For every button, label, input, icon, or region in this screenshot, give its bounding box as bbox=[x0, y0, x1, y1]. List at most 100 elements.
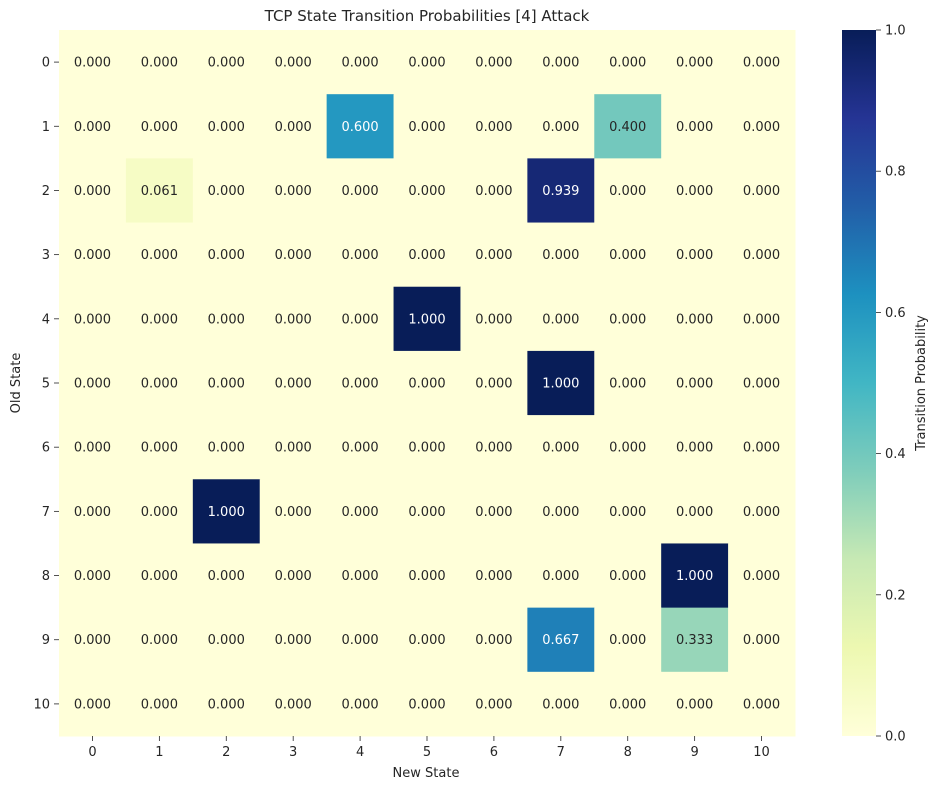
heatmap-cell bbox=[326, 671, 395, 737]
heatmap-cell bbox=[192, 222, 261, 288]
heatmap-cell bbox=[728, 30, 796, 95]
cell-value-label: 1.000 bbox=[408, 312, 445, 327]
heatmap-cell bbox=[393, 543, 461, 609]
cell-value-label: 0.000 bbox=[542, 569, 579, 584]
y-tick-label: 6 bbox=[42, 441, 50, 456]
heatmap-cell bbox=[192, 94, 261, 159]
heatmap-cell bbox=[125, 415, 194, 480]
x-axis-ticks: 0 1 2 3 4 5 6 7 8 9 10 bbox=[88, 736, 770, 760]
cell-value-label: 0.000 bbox=[208, 248, 245, 263]
cell-value-label: 0.000 bbox=[141, 505, 178, 520]
cell-value-label: 0.400 bbox=[609, 120, 646, 135]
cell-value-label: 0.000 bbox=[275, 312, 312, 327]
cell-value-label: 0.000 bbox=[141, 633, 178, 648]
y-tick-label: 10 bbox=[33, 697, 50, 712]
heatmap-cell bbox=[326, 30, 395, 95]
cell-value-label: 0.000 bbox=[609, 377, 646, 392]
heatmap-cell bbox=[125, 286, 194, 352]
cell-value-label: 0.000 bbox=[408, 120, 445, 135]
heatmap-cell bbox=[192, 607, 261, 673]
heatmap-cell bbox=[460, 415, 528, 480]
heatmap-cell bbox=[393, 415, 461, 480]
heatmap-cell bbox=[259, 30, 328, 95]
cell-value-label: 0.667 bbox=[542, 633, 579, 648]
heatmap-cell bbox=[728, 350, 796, 416]
cell-value-label: 0.000 bbox=[141, 697, 178, 712]
cell-value-label: 0.000 bbox=[141, 56, 178, 71]
cell-value-label: 0.000 bbox=[542, 505, 579, 520]
cell-value-label: 0.000 bbox=[743, 312, 780, 327]
cell-value-label: 0.000 bbox=[609, 441, 646, 456]
heatmap-cell bbox=[594, 415, 662, 480]
cell-value-label: 0.000 bbox=[341, 312, 378, 327]
cell-value-label: 0.939 bbox=[542, 184, 579, 199]
heatmap-cell bbox=[594, 222, 662, 288]
cell-value-label: 0.000 bbox=[609, 569, 646, 584]
heatmap-cell bbox=[192, 671, 261, 737]
cell-value-label: 0.000 bbox=[542, 248, 579, 263]
colorbar-tick-label: 0.2 bbox=[885, 588, 906, 603]
cell-value-label: 0.061 bbox=[141, 184, 178, 199]
heatmap-cell bbox=[728, 415, 796, 480]
heatmap-cell bbox=[594, 543, 662, 609]
y-axis-ticks: 0 1 2 3 4 5 6 7 8 9 10 bbox=[33, 56, 59, 712]
heatmap-cell bbox=[259, 286, 328, 352]
y-tick-label: 8 bbox=[42, 569, 50, 584]
heatmap-cell bbox=[594, 158, 662, 224]
x-tick-label: 6 bbox=[490, 745, 498, 760]
heatmap-cell bbox=[661, 94, 729, 159]
heatmap-cell bbox=[460, 607, 528, 673]
cell-value-label: 0.000 bbox=[676, 184, 713, 199]
cell-value-label: 0.000 bbox=[408, 569, 445, 584]
cell-value-label: 0.000 bbox=[609, 184, 646, 199]
heatmap-cell bbox=[125, 543, 194, 609]
x-tick-label: 0 bbox=[88, 745, 96, 760]
x-tick-label: 2 bbox=[222, 745, 230, 760]
cell-value-label: 0.000 bbox=[74, 633, 111, 648]
cell-value-label: 0.000 bbox=[208, 377, 245, 392]
heatmap-cell bbox=[661, 350, 729, 416]
heatmap-cell bbox=[125, 350, 194, 416]
heatmap-cell bbox=[460, 94, 528, 159]
heatmap-cell bbox=[259, 350, 328, 416]
cell-value-label: 0.000 bbox=[609, 505, 646, 520]
cell-value-label: 0.000 bbox=[275, 441, 312, 456]
heatmap-cell bbox=[527, 607, 595, 673]
heatmap-cell bbox=[393, 30, 461, 95]
heatmap-cell bbox=[192, 158, 261, 224]
colorbar-gradient bbox=[842, 30, 876, 736]
heatmap-cell bbox=[59, 30, 127, 95]
heatmap-cell bbox=[661, 158, 729, 224]
cell-value-label: 0.000 bbox=[141, 120, 178, 135]
cell-value-label: 0.000 bbox=[542, 441, 579, 456]
heatmap-cell bbox=[661, 607, 729, 673]
heatmap-cell bbox=[594, 479, 662, 544]
cell-value-label: 0.000 bbox=[341, 697, 378, 712]
cell-value-label: 0.000 bbox=[743, 633, 780, 648]
heatmap-cell bbox=[125, 158, 194, 224]
heatmap-cell bbox=[728, 222, 796, 288]
y-tick-label: 3 bbox=[42, 248, 50, 263]
cell-value-label: 0.000 bbox=[141, 569, 178, 584]
heatmap-cell bbox=[326, 158, 395, 224]
heatmap-cell bbox=[192, 479, 261, 544]
cell-value-label: 0.000 bbox=[74, 56, 111, 71]
x-tick-label: 5 bbox=[423, 745, 431, 760]
cell-value-label: 0.000 bbox=[408, 505, 445, 520]
heatmap-cell bbox=[460, 30, 528, 95]
colorbar-ticks: 0.0 0.2 0.4 0.6 0.8 1.0 bbox=[876, 24, 906, 745]
cell-value-label: 0.000 bbox=[542, 312, 579, 327]
heatmap-cell bbox=[59, 543, 127, 609]
heatmap-cell bbox=[594, 30, 662, 95]
cell-value-label: 0.000 bbox=[475, 569, 512, 584]
cell-value-label: 0.000 bbox=[141, 441, 178, 456]
heatmap-cell bbox=[728, 607, 796, 673]
heatmap-cell bbox=[326, 350, 395, 416]
heatmap-cell bbox=[527, 415, 595, 480]
cell-value-label: 0.000 bbox=[676, 56, 713, 71]
cell-value-label: 0.000 bbox=[475, 56, 512, 71]
heatmap-cell bbox=[259, 222, 328, 288]
cell-value-label: 0.000 bbox=[341, 633, 378, 648]
heatmap-cell bbox=[527, 158, 595, 224]
